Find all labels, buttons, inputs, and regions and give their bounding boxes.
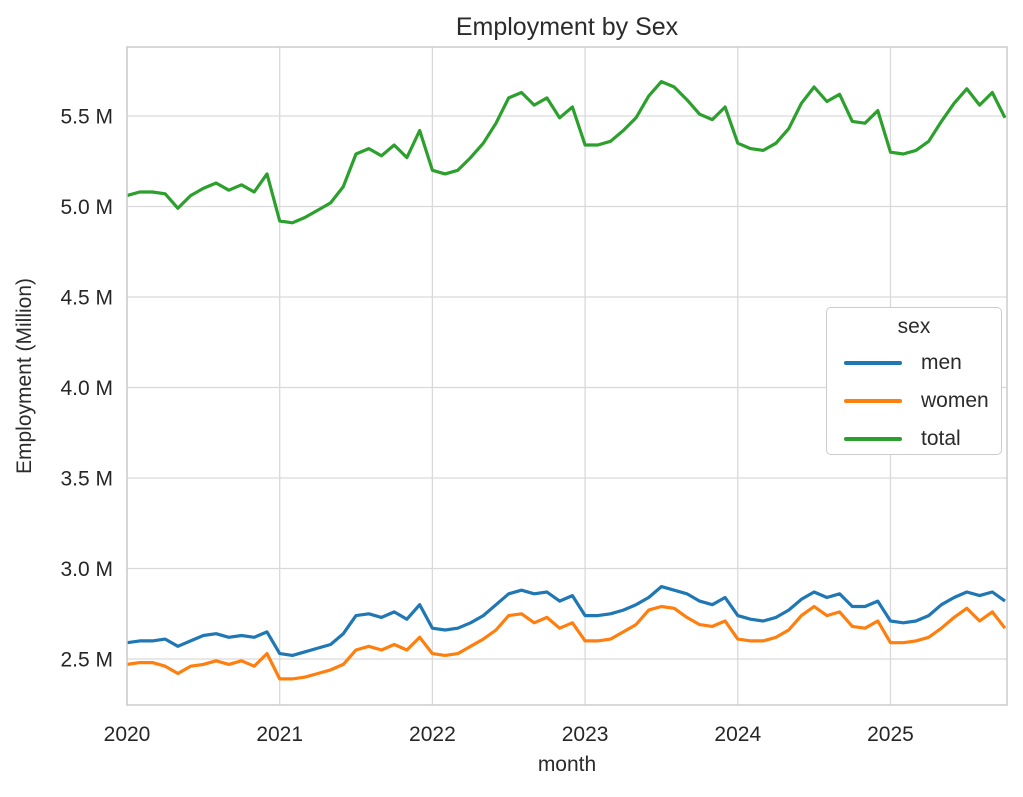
y-tick-label: 2.5 M [60,649,113,672]
series-layer [126,79,1007,681]
y-tick-label: 4.5 M [60,287,113,310]
x-tick-label: 2023 [562,723,609,746]
series-line-women [126,604,1007,681]
y-tick-label: 3.0 M [60,558,113,581]
y-axis-label: Employment (Million) [13,277,36,475]
legend-swatch-total [844,437,902,441]
chart-title: Employment by Sex [455,13,679,41]
legend-label-total: total [921,427,961,450]
legend-label-women: women [921,389,989,412]
legend-label-men: men [921,351,962,374]
legend-item-women: women [827,382,1001,420]
y-tick-label: 4.0 M [60,377,113,400]
legend-item-total: total [827,420,1001,458]
series-line-total [126,79,1007,225]
x-tick-label: 2025 [867,723,914,746]
legend: sex men women total [826,307,1002,455]
legend-swatch-women [844,399,902,403]
x-tick-label: 2020 [104,723,151,746]
x-axis-label: month [537,753,597,776]
y-tick-label: 3.5 M [60,468,113,491]
series-line-men [126,584,1006,658]
legend-title: sex [897,315,931,338]
tick-layer: 2.5 M 3.0 M 3.5 M 4.0 M 4.5 M 5.0 M 5.5 M 2020 2… [60,106,913,747]
y-tick-label: 5.5 M [60,106,113,129]
x-tick-label: 2021 [256,723,303,746]
x-tick-label: 2024 [714,723,761,746]
legend-item-men: men [827,344,1001,382]
y-tick-label: 5.0 M [60,196,113,219]
plot-border [126,46,1008,706]
x-tick-label: 2022 [409,723,456,746]
legend-swatch-men [844,361,902,365]
